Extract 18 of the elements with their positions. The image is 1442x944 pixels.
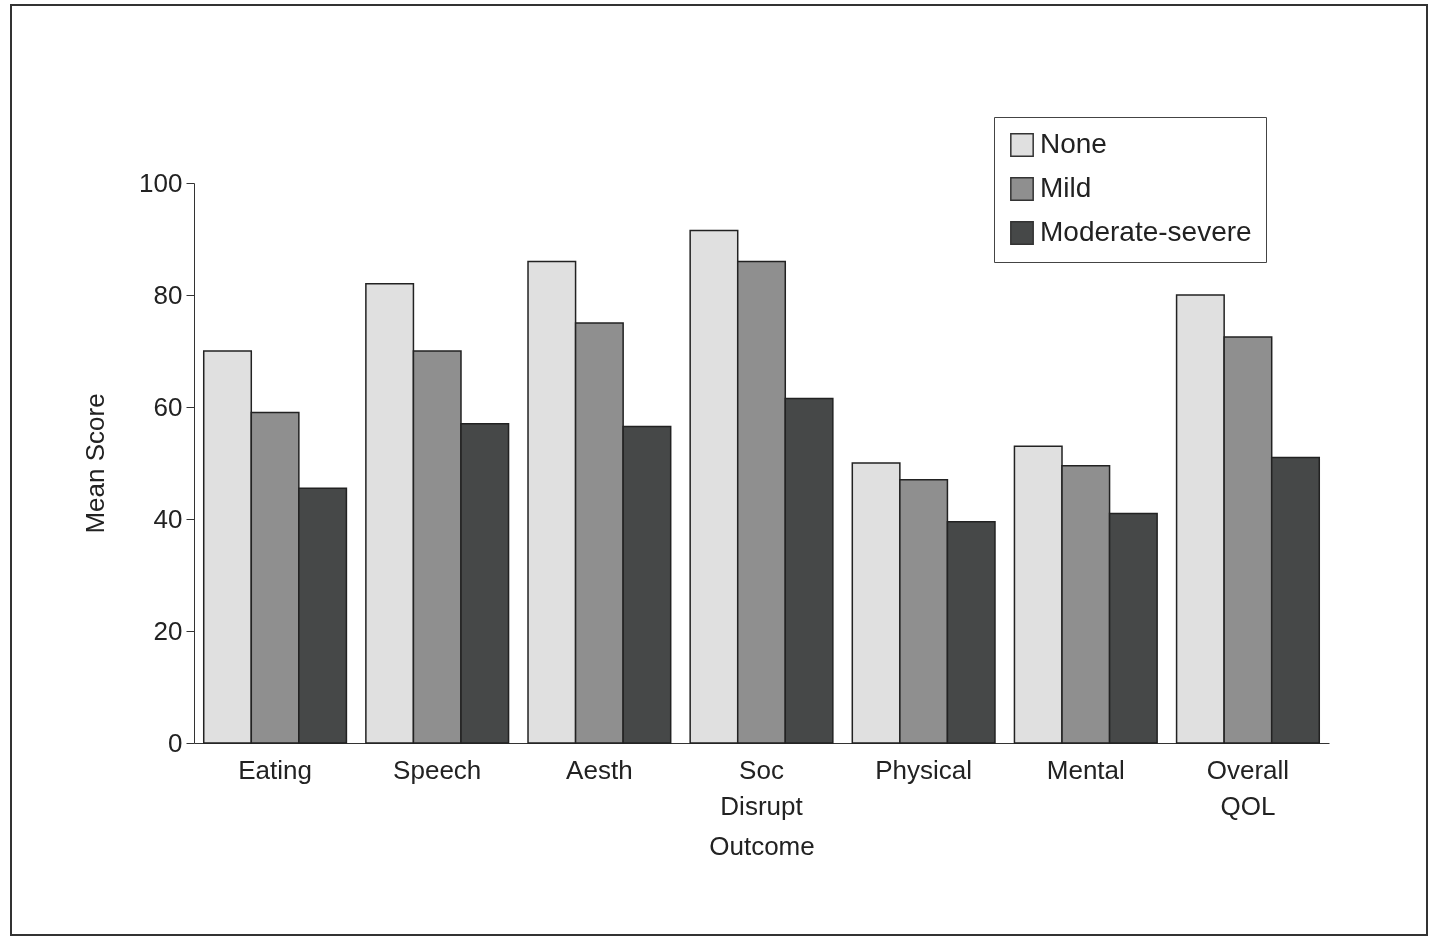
y-tick-label: 60 (153, 391, 183, 422)
y-tick-label: 100 (139, 167, 183, 198)
legend-label: Mild (1040, 172, 1092, 203)
x-tick-label: Aesth (566, 754, 633, 785)
legend-label: None (1040, 128, 1107, 159)
x-axis-title: Outcome (709, 830, 815, 861)
y-tick-label: 40 (153, 503, 183, 534)
x-tick-label: Physical (875, 754, 973, 785)
y-tick-label: 20 (153, 615, 183, 646)
x-tick-label: Speech (393, 754, 482, 785)
x-tick-label: Overall QOL (1206, 754, 1290, 821)
legend-label: Moderate-severe (1040, 216, 1252, 247)
x-tick-label: Mental (1046, 754, 1125, 785)
y-axis-title: Mean Score (80, 393, 111, 534)
x-tick-label: Soc Disrupt (720, 754, 804, 821)
x-tick-label: Eating (238, 754, 312, 785)
y-tick-label: 0 (168, 727, 183, 758)
y-tick-label: 80 (153, 279, 183, 310)
